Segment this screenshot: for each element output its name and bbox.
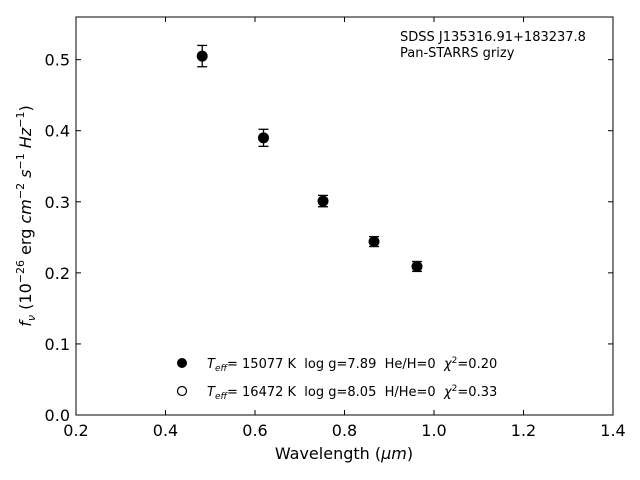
data-point [317,195,329,207]
data-point [196,50,208,62]
x-tick-label: 0.2 [63,421,88,440]
x-tick-label: 1.0 [421,421,446,440]
y-tick-label: 0.1 [45,335,70,354]
y-axis-title: fν (10−26 erg cm−2 s−1 Hz−1) [14,105,38,326]
annotation-line-2: Pan-STARRS grizy [400,46,515,61]
data-point [258,132,270,144]
legend: Teff= 15077 K log g=7.89 He/H=0 χ2=0.20 … [176,356,497,402]
data-point [411,260,423,272]
x-tick-label: 1.2 [511,421,536,440]
y-tick-label: 0.2 [45,264,70,283]
annotation-line-1: SDSS J135316.91+183237.8 [400,30,586,45]
x-tick-label: 0.4 [153,421,178,440]
x-tick-label: 1.4 [600,421,625,440]
y-tick-label: 0.3 [45,193,70,212]
legend-entry-2: Teff= 16472 K log g=8.05 H/He=0 χ2=0.33 [207,384,497,402]
legend-entry-1: Teff= 15077 K log g=7.89 He/H=0 χ2=0.20 [207,356,497,374]
data-points [196,44,423,273]
y-tick-label: 0.5 [45,51,70,70]
x-axis-title: Wavelength (μm) [275,444,413,463]
y-tick-label: 0.4 [45,122,70,141]
y-tick-label: 0.0 [45,406,70,425]
plot-frame [75,16,614,416]
axis-ticks: 0.2 0.4 0.6 0.8 1.0 1.2 1.4 0.0 0.1 0.2 0.3 0.4 0.5 [45,17,626,440]
legend-marker-filled [177,358,187,368]
x-tick-label: 0.8 [332,421,357,440]
legend-marker-open [176,385,188,397]
data-point [368,236,380,248]
x-tick-label: 0.6 [242,421,267,440]
